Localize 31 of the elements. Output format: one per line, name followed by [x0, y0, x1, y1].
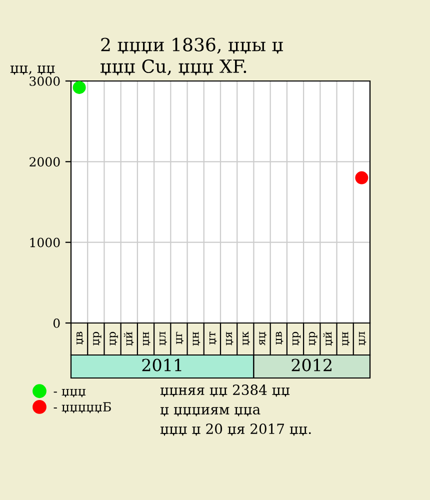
- x-tick-label: џр: [309, 332, 318, 346]
- x-tick-label: џй: [323, 332, 334, 346]
- y-tick-label: 1000: [30, 238, 60, 248]
- text: 2011: [142, 358, 182, 372]
- text: џџняя џџ 2384 џџ: [160, 384, 290, 397]
- y-tick-label: 0: [53, 318, 60, 328]
- x-tick-label: џн: [342, 332, 350, 346]
- x-tick-label: џн: [143, 332, 150, 346]
- x-tick-label: яџ: [259, 332, 267, 346]
- x-tick-label: џр: [93, 332, 102, 346]
- y-tick-label: 2000: [30, 157, 60, 167]
- x-tick-label: џт: [209, 332, 217, 344]
- text: џ џџџиям џџа: [160, 406, 260, 416]
- x-tick-label: џг: [176, 332, 184, 344]
- text: 2012: [292, 358, 332, 372]
- y-axis-title: џџ, џџ: [10, 66, 55, 75]
- x-tick-label: џр: [110, 332, 118, 346]
- x-tick-label: џв: [276, 332, 284, 345]
- legend-label: - џџџџџБ: [54, 402, 111, 414]
- y-tick-label: 3000: [30, 76, 60, 86]
- x-tick-label: џя: [226, 332, 234, 346]
- legend-label: - џџџ: [54, 389, 86, 398]
- x-tick-label: џй: [124, 332, 134, 346]
- chart-title: 2 џџџи 1836, џџы џ џџџ Cu, џџџ XF.: [100, 38, 283, 76]
- x-tick-label: џл: [160, 332, 167, 346]
- text: џџџ џ 20 џя 2017 џџ.: [160, 424, 311, 436]
- x-tick-label: џк: [242, 331, 250, 346]
- x-tick-label: џр: [292, 332, 301, 346]
- x-tick-label: џл: [358, 332, 366, 346]
- x-tick-label: џн: [192, 332, 200, 346]
- x-tick-label: џв: [76, 332, 84, 345]
